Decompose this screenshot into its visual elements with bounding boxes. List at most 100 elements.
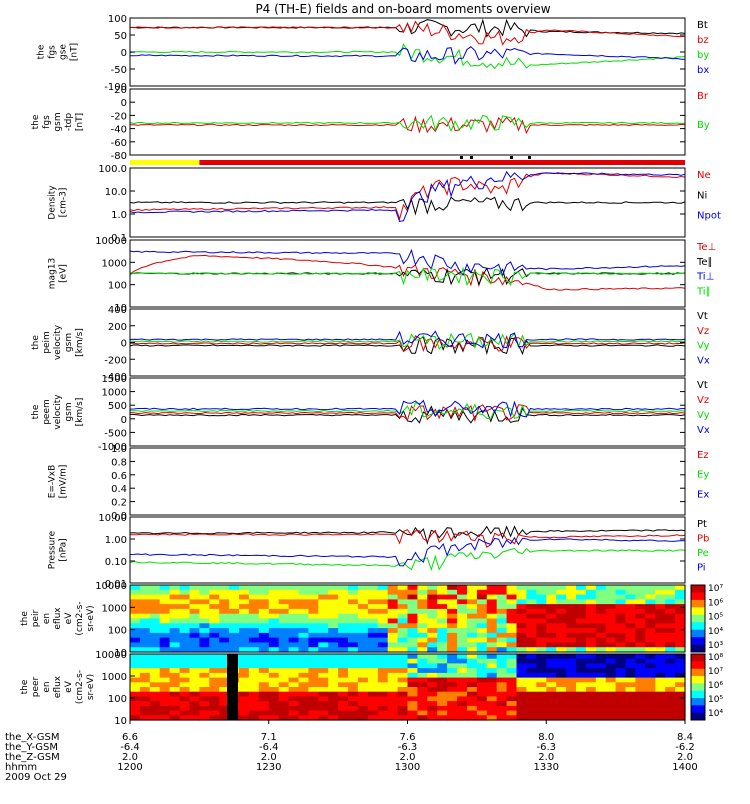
spectrogram-cell bbox=[377, 715, 389, 721]
spectrogram-cell bbox=[566, 701, 577, 707]
spectrogram-cell bbox=[595, 658, 607, 664]
spectrogram-cell bbox=[328, 642, 339, 648]
spectrogram-cell bbox=[348, 654, 359, 660]
spectrogram-cell bbox=[248, 668, 260, 674]
spectrogram-cell bbox=[338, 663, 349, 669]
spectrogram-cell bbox=[239, 608, 250, 615]
spectrogram-cell bbox=[486, 585, 498, 591]
spectrogram-cell bbox=[437, 696, 448, 702]
y-tick-label: 10 bbox=[114, 303, 127, 314]
spectrogram-cell bbox=[605, 608, 617, 615]
spectrogram-cell bbox=[149, 623, 161, 629]
spectrogram-cell bbox=[130, 647, 141, 653]
y-axis-label: Density [cm-3] bbox=[48, 185, 69, 220]
spectrogram-cell bbox=[139, 682, 151, 688]
spectrogram-cell bbox=[179, 608, 191, 615]
spectrogram-cell bbox=[189, 701, 200, 707]
spectrogram-cell bbox=[635, 628, 646, 634]
spectrogram-cell bbox=[427, 701, 438, 707]
spectrogram-cell bbox=[357, 710, 369, 716]
spectrogram-cell bbox=[645, 705, 656, 712]
spectrogram-cell bbox=[635, 687, 646, 693]
spectrogram-cell bbox=[467, 647, 478, 653]
spectrogram-cell bbox=[308, 687, 319, 693]
spectrogram-cell bbox=[536, 710, 547, 716]
spectrogram-cell bbox=[318, 701, 329, 707]
spectrogram-cell bbox=[268, 715, 280, 721]
spectrogram-cell bbox=[576, 613, 587, 620]
spectrogram-cell bbox=[437, 608, 448, 615]
spectrogram-cell bbox=[288, 658, 300, 664]
x-tick-label: 1230 bbox=[256, 762, 281, 773]
spectrogram-cell bbox=[258, 647, 270, 653]
spectrogram-cell bbox=[556, 608, 567, 615]
spectrogram-cell bbox=[268, 654, 280, 660]
spectrogram-cell bbox=[437, 594, 448, 600]
series-line-pb bbox=[129, 529, 686, 548]
spectrogram-cell bbox=[189, 594, 200, 600]
spectrogram-cell bbox=[268, 672, 280, 679]
spectrogram-cell bbox=[258, 654, 270, 660]
spectrogram-cell bbox=[338, 585, 349, 591]
spectrogram-cell bbox=[655, 642, 666, 648]
spectrogram-cell bbox=[179, 677, 191, 683]
spectrogram-cell bbox=[447, 632, 458, 639]
spectrogram-cell bbox=[467, 663, 478, 669]
spectrogram-cell bbox=[675, 637, 686, 643]
spectrogram-cell bbox=[338, 677, 349, 683]
spectrogram-cell bbox=[476, 628, 488, 634]
spectrogram-cell bbox=[268, 658, 280, 664]
spectrogram-cell bbox=[506, 654, 518, 660]
spectrogram-cell bbox=[516, 701, 527, 707]
spectrogram-cell bbox=[645, 623, 656, 629]
spectrogram-cell bbox=[318, 618, 329, 624]
spectrogram-cell bbox=[496, 682, 508, 688]
spectrogram-cell bbox=[258, 642, 270, 648]
spectrogram-cell bbox=[556, 618, 567, 624]
spectrogram-cell bbox=[348, 647, 359, 653]
spectrogram-cell bbox=[239, 623, 250, 629]
spectrogram-cell bbox=[179, 604, 191, 610]
x-tick-label: 2.0 bbox=[261, 752, 277, 763]
spectrogram-cell bbox=[239, 594, 250, 600]
spectrogram-cell bbox=[457, 585, 468, 591]
spectrogram-cell bbox=[377, 705, 389, 712]
y-tick-label: 1.0 bbox=[111, 210, 127, 221]
spectrogram-cell bbox=[437, 642, 448, 648]
spectrogram-cell bbox=[496, 696, 508, 702]
spectrogram-cell bbox=[595, 663, 607, 669]
spectrogram-cell bbox=[298, 658, 309, 664]
spectrogram-cell bbox=[566, 710, 577, 716]
spectrogram-cell bbox=[516, 599, 527, 605]
spectrogram-cell bbox=[595, 585, 607, 591]
spectrogram-cell bbox=[357, 632, 369, 639]
y-label-line: eV bbox=[64, 680, 74, 693]
spectrogram-cell bbox=[655, 710, 666, 716]
spectrogram-cell bbox=[526, 608, 537, 615]
spectrogram-cell bbox=[665, 642, 676, 648]
spectrogram-cell bbox=[308, 585, 319, 591]
spectrogram-cell bbox=[486, 668, 498, 674]
spectrogram-cell bbox=[476, 715, 488, 721]
spectrogram-cell bbox=[635, 608, 646, 615]
spectrogram-cell bbox=[159, 594, 171, 600]
spectrogram-cell bbox=[526, 623, 537, 629]
spectrogram-cell bbox=[169, 632, 181, 639]
spectrogram-cell bbox=[130, 618, 141, 624]
spectrogram-cell bbox=[130, 604, 141, 610]
spectrogram-cell bbox=[179, 715, 191, 721]
colorbar-label: 10⁴ bbox=[708, 627, 723, 637]
spectrogram-cell bbox=[357, 613, 369, 620]
spectrogram-cell bbox=[506, 618, 518, 624]
spectrogram-cell bbox=[239, 628, 250, 634]
spectrogram-cell bbox=[377, 663, 389, 669]
y-tick-label: -20 bbox=[111, 111, 127, 122]
spectrogram-cell bbox=[516, 705, 527, 712]
spectrogram-cell bbox=[457, 710, 468, 716]
spectrogram-cell bbox=[457, 613, 468, 620]
spectrogram-cell bbox=[357, 594, 369, 600]
spectrogram-cell bbox=[338, 589, 349, 596]
spectrogram-cell bbox=[566, 654, 577, 660]
spectrogram-cell bbox=[308, 677, 319, 683]
spectrogram-cell bbox=[437, 691, 448, 697]
